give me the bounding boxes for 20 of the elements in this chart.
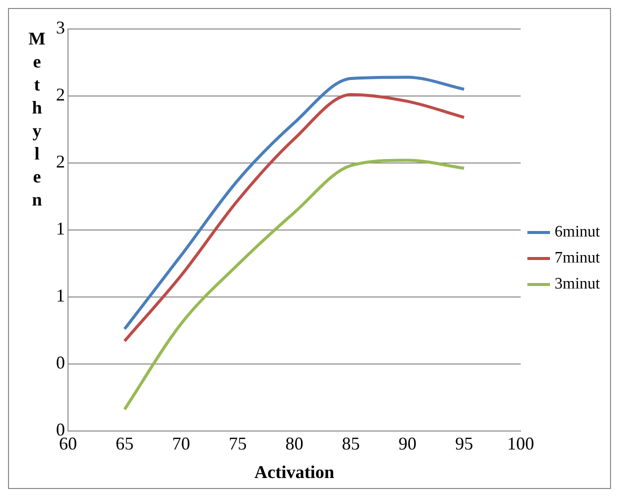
y-axis-title: Methylen <box>28 28 46 210</box>
y-tick-label: 3 <box>56 18 65 38</box>
x-axis-title: Activation <box>254 462 334 482</box>
y-tick-label: 1 <box>56 286 65 306</box>
x-tick-label: 90 <box>398 433 416 454</box>
x-tick-label: 85 <box>342 433 360 454</box>
legend-label: 6minut <box>554 224 601 241</box>
x-tick-label: 100 <box>507 433 534 454</box>
x-tick-label: 70 <box>172 433 190 454</box>
x-tick-label: 95 <box>455 433 474 454</box>
legend-label: 3minut <box>554 276 601 293</box>
x-tick-label: 75 <box>228 433 247 454</box>
x-tick-label: 80 <box>285 433 304 454</box>
y-tick-label: 2 <box>56 152 65 172</box>
line-series <box>123 158 466 411</box>
x-tick-label: 65 <box>116 433 134 454</box>
legend-label: 7minut <box>554 250 601 267</box>
y-tick-label: 1 <box>56 218 65 239</box>
y-tick-label: 0 <box>56 352 65 373</box>
y-tick-label: 2 <box>56 84 65 105</box>
